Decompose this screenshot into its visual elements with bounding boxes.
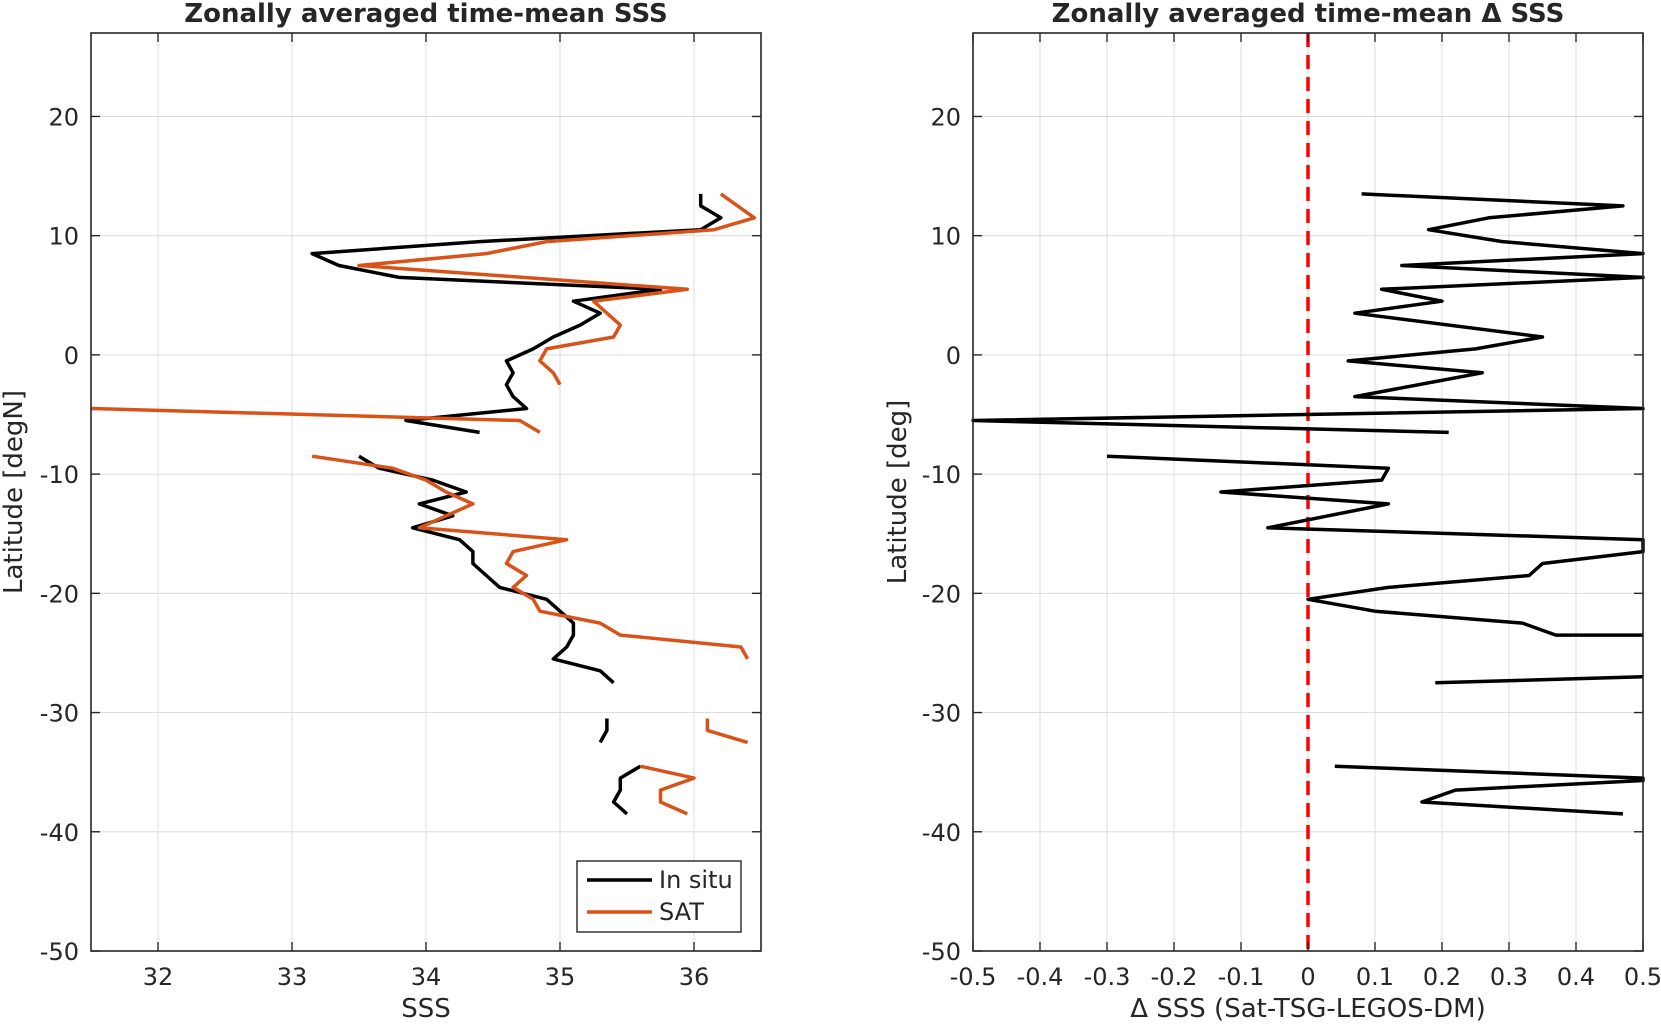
delta-sss-y-tick-label: -10 <box>922 461 961 489</box>
sss-y-tick-label: 10 <box>48 223 79 251</box>
delta-sss-x-tick-label: -0.2 <box>1151 963 1198 991</box>
delta-sss-x-tick-label: -0.5 <box>950 963 997 991</box>
sss-y-tick-label: -50 <box>40 938 79 966</box>
sss-y-tick-label: -30 <box>40 700 79 728</box>
delta-sss-y-tick-label: -40 <box>922 819 961 847</box>
sss-sat-line <box>311 454 750 660</box>
delta-sss-chart-title: Zonally averaged time-mean Δ SSS <box>1052 0 1565 29</box>
delta-sss-series-0-line <box>1435 675 1644 685</box>
sss-x-tick-label: 36 <box>679 963 710 991</box>
delta-sss-x-tick-label: 0.4 <box>1557 963 1595 991</box>
delta-sss-x-tick-label: -0.3 <box>1084 963 1131 991</box>
sss-y-axis-label: Latitude [degN] <box>0 390 29 594</box>
sss-x-axis-label: SSS <box>401 994 451 1024</box>
sss-y-tick-label: 20 <box>48 103 79 131</box>
sss-in-situ-line <box>358 454 615 685</box>
delta-sss-x-tick-label: 0 <box>1300 963 1315 991</box>
delta-sss-x-tick-label: -0.4 <box>1017 963 1064 991</box>
sss-in-situ-line <box>611 764 642 816</box>
delta-sss-y-tick-label: 0 <box>946 342 961 370</box>
sss-sat-line <box>90 406 541 434</box>
delta-sss-x-tick-label: 0.3 <box>1490 963 1528 991</box>
legend-box <box>576 860 742 933</box>
delta-sss-series-0-line <box>1334 764 1645 816</box>
sss-sat-line <box>640 764 696 816</box>
sss-panel: 32 33 34 35 36 -50 -40 -30 -20 -10 0 10 20 Zonally … <box>0 0 762 1024</box>
delta-sss-x-tick-label: 0.2 <box>1423 963 1461 991</box>
delta-sss-y-tick-label: -30 <box>922 700 961 728</box>
delta-sss-x-tick-label: 0.1 <box>1356 963 1394 991</box>
sss-in-situ-line <box>310 193 723 435</box>
sss-x-tick-label: 32 <box>143 963 174 991</box>
delta-sss-panel: -0.5 -0.4 -0.3 -0.2 -0.1 0 0.1 0.2 0.3 0.4 0.5 -50… <box>883 0 1661 1024</box>
delta-sss-y-tick-label: 20 <box>930 103 961 131</box>
sss-y-tick-label: -10 <box>40 461 79 489</box>
delta-sss-x-axis-label: Δ SSS (Sat-TSG-LEGOS-DM) <box>1130 994 1486 1024</box>
delta-sss-y-tick-label: -50 <box>922 938 961 966</box>
sss-y-tick-label: -20 <box>40 580 79 608</box>
legend-label-sat: SAT <box>659 898 704 926</box>
delta-sss-x-ticks: -0.5 -0.4 -0.3 -0.2 -0.1 0 0.1 0.2 0.3 0.4 0.5 <box>950 33 1661 991</box>
sss-sat-line <box>357 192 757 386</box>
delta-sss-series-0-line <box>971 192 1645 435</box>
sss-y-tick-label: 0 <box>64 342 79 370</box>
legend: In situ SAT <box>576 860 742 933</box>
sss-grid <box>91 33 761 952</box>
delta-sss-x-tick-label: 0.5 <box>1624 963 1661 991</box>
delta-sss-y-tick-label: 10 <box>930 223 961 251</box>
sss-x-tick-label: 33 <box>277 963 308 991</box>
delta-sss-y-tick-label: -20 <box>922 580 961 608</box>
delta-sss-y-axis-label: Latitude [deg] <box>883 400 913 585</box>
sss-x-tick-label: 35 <box>545 963 576 991</box>
delta-sss-series <box>971 192 1645 816</box>
sss-x-tick-label: 34 <box>411 963 442 991</box>
sss-in-situ-line <box>598 718 609 744</box>
delta-sss-y-ticks: -50 -40 -30 -20 -10 0 10 20 <box>922 103 1643 966</box>
sss-y-ticks: -50 -40 -30 -20 -10 0 10 20 <box>40 103 761 966</box>
sss-x-ticks: 32 33 34 35 36 <box>143 33 710 991</box>
delta-sss-series-0-line <box>1106 454 1645 637</box>
sss-chart-title: Zonally averaged time-mean SSS <box>184 0 668 29</box>
sss-y-tick-label: -40 <box>40 819 79 847</box>
delta-sss-x-tick-label: -0.1 <box>1218 963 1265 991</box>
legend-label-in-situ: In situ <box>659 866 733 894</box>
sss-series <box>90 192 757 816</box>
sss-sat-line <box>705 718 749 745</box>
